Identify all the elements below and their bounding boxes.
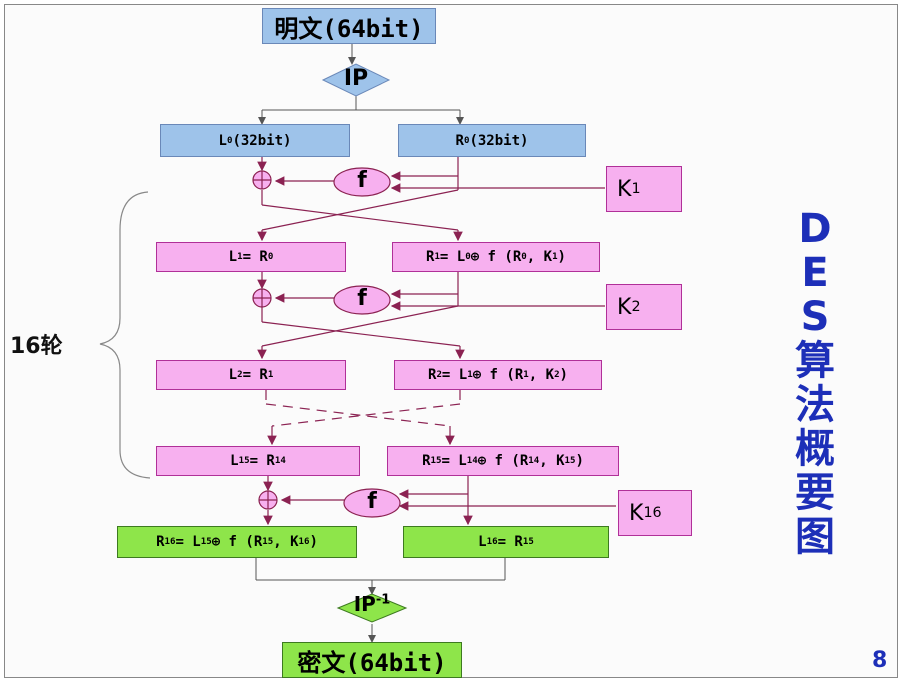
side-title-char: S [800, 294, 830, 340]
side-title-char: 概 [795, 426, 835, 472]
l16-box: L 16 = R 15 [403, 526, 609, 558]
slide [4, 4, 898, 678]
l0-box: L 0 (32bit) [160, 124, 350, 157]
r0-box: R 0 (32bit) [398, 124, 586, 157]
f-function-16 [343, 488, 401, 518]
r15-box: R 15 = L 14 ⊕ f (R 14 , K 15) [387, 446, 619, 476]
side-title-char: 图 [795, 514, 835, 560]
side-title: D E S 算 法 概 要 图 [795, 207, 835, 559]
side-title-char: 法 [795, 382, 835, 428]
side-title-char: 算 [795, 338, 835, 384]
page-number: 8 [872, 648, 888, 673]
side-title-char: 要 [795, 470, 835, 516]
ciphertext-box: 密文(64bit) [282, 642, 462, 678]
rounds-brace [99, 191, 151, 479]
ip-diamond [321, 63, 391, 97]
r16-box: R 16 = L 15 ⊕ f (R 15 , K 16) [117, 526, 357, 558]
key-k16: K 16 [618, 490, 692, 536]
side-title-char: D [798, 206, 832, 252]
ip-inverse-diamond [336, 593, 408, 623]
l15-box: L 15 = R 14 [156, 446, 360, 476]
plaintext-box: 明文(64bit) [262, 8, 436, 44]
f-function-1 [333, 167, 391, 197]
rounds-label: 16轮 [10, 334, 63, 359]
side-title-char: E [801, 250, 829, 296]
f-function-2 [333, 285, 391, 315]
